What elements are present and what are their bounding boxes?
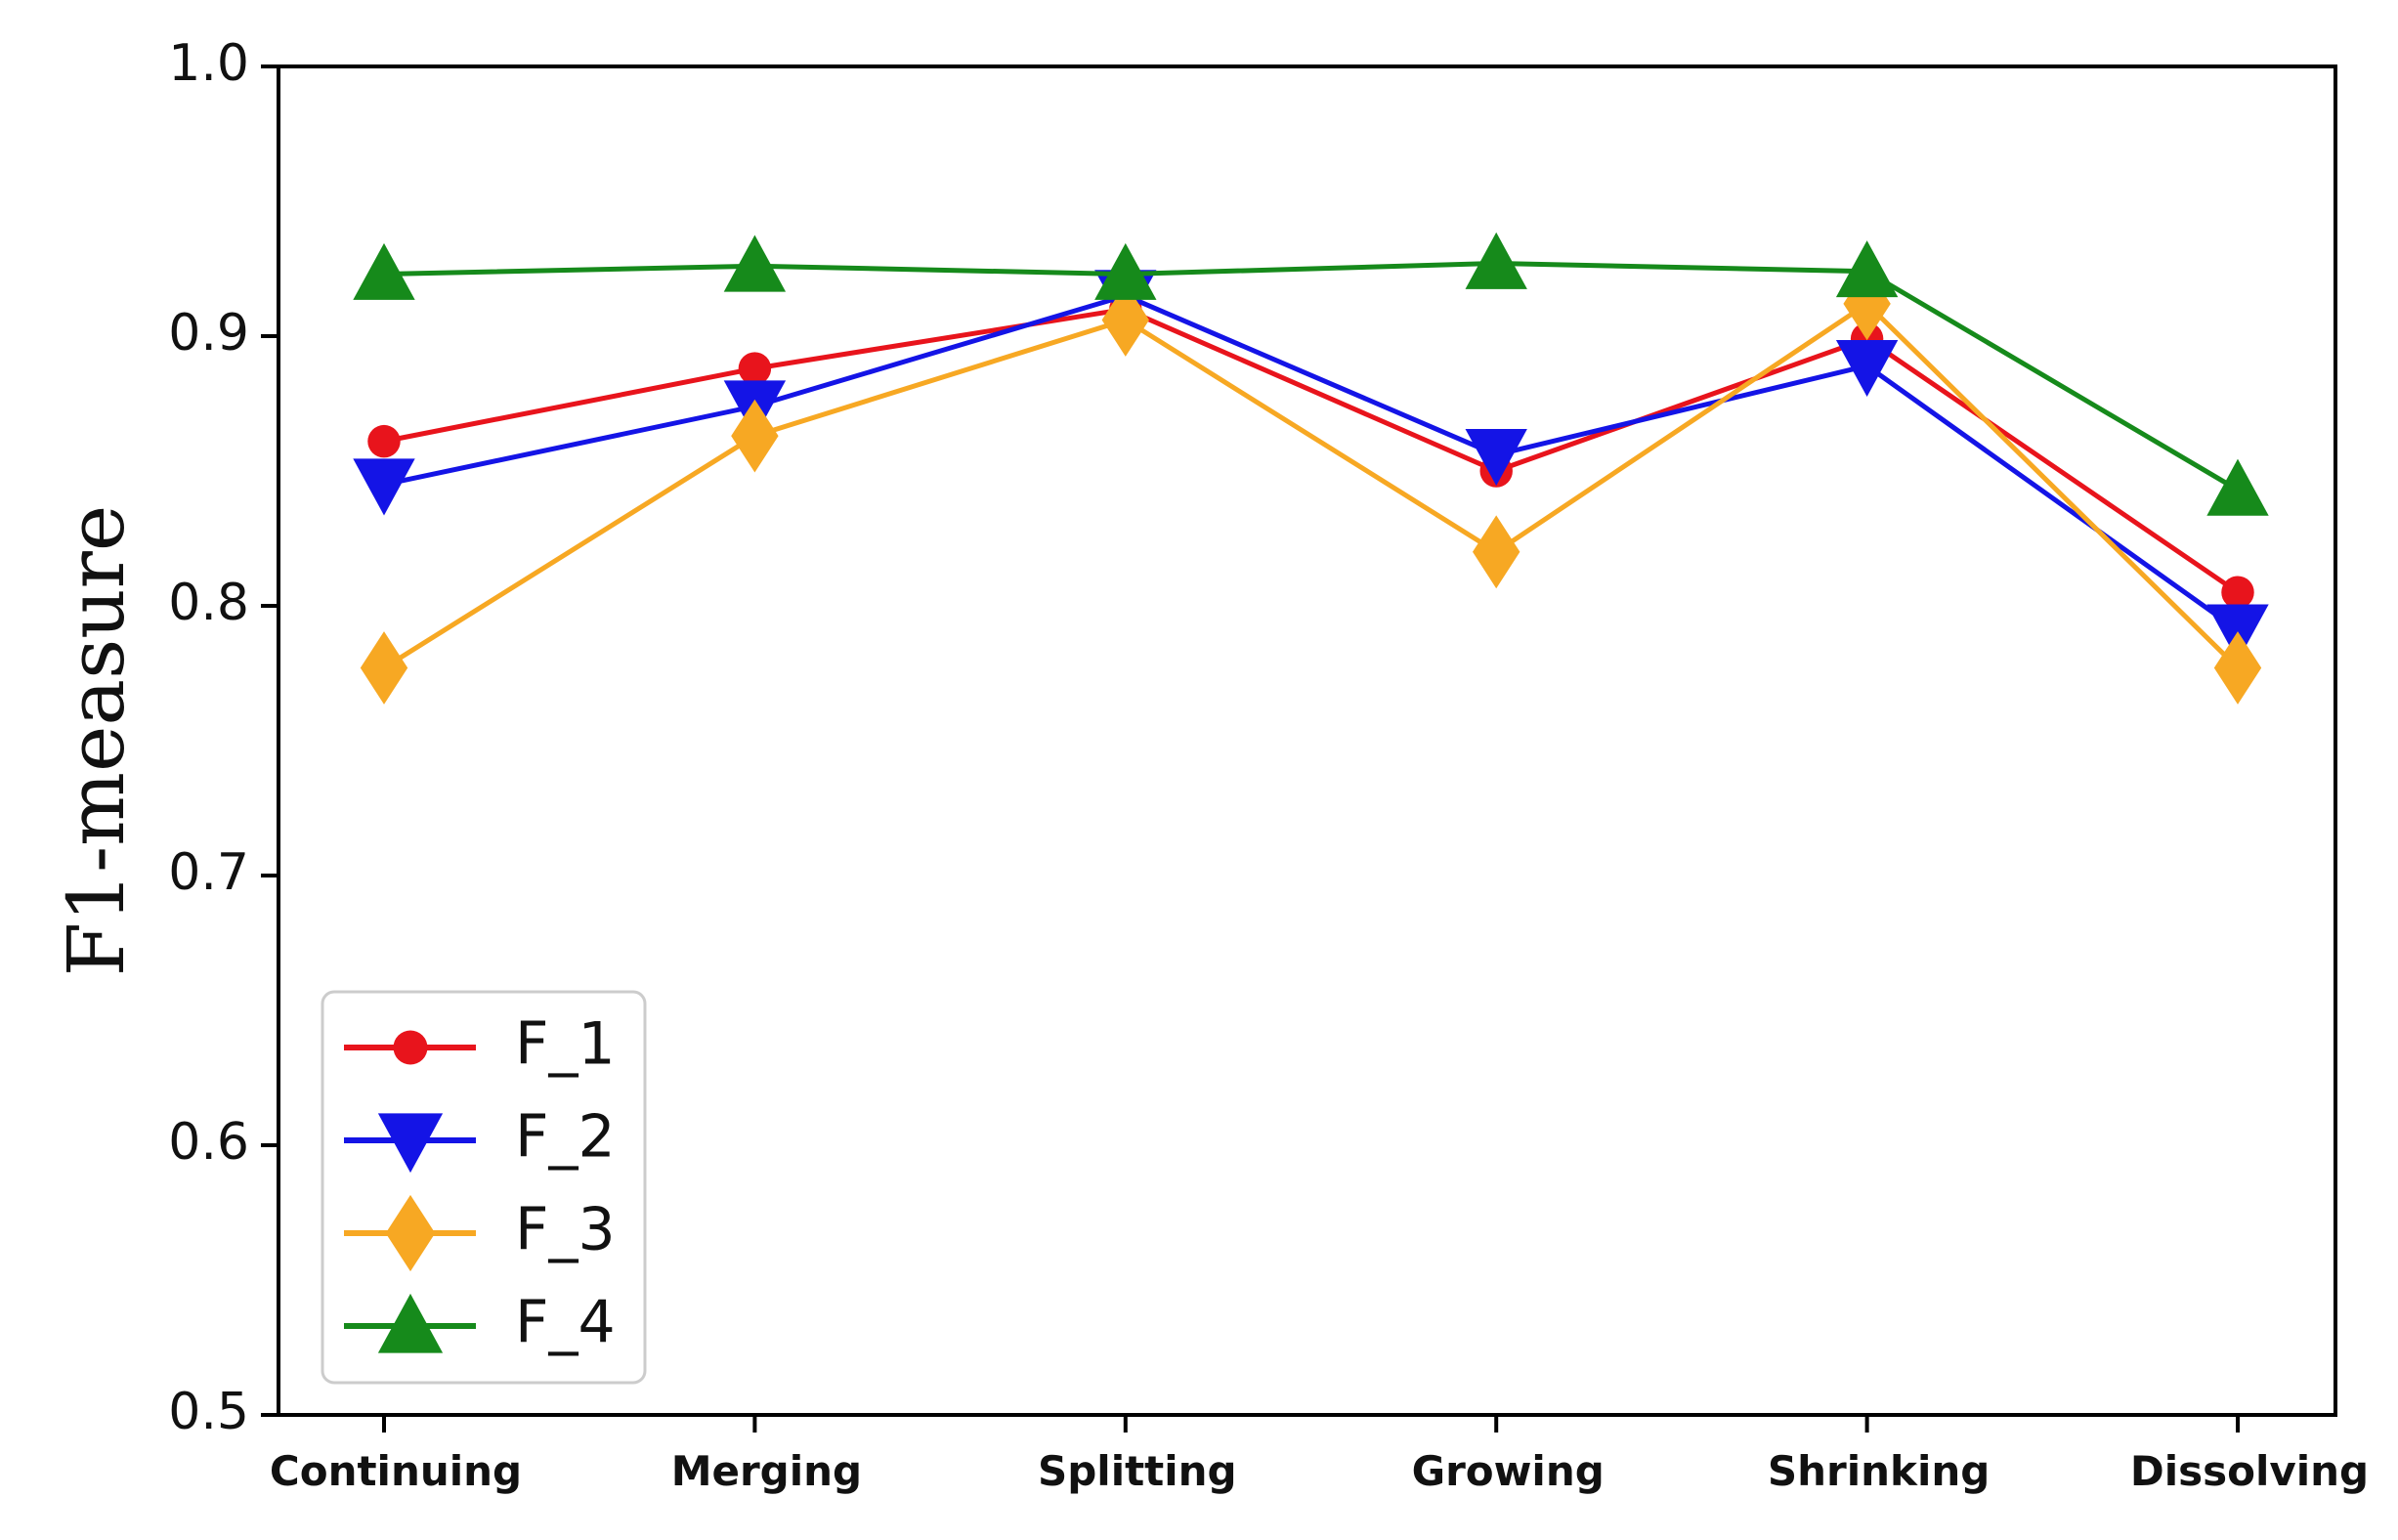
legend-label: F_3 [515,1196,616,1264]
legend-marker [377,1293,444,1353]
data-point [353,242,415,300]
data-point [1835,339,1899,398]
series-line [382,301,2240,670]
y-tick-label: 0.5 [168,1383,249,1441]
data-point [2213,631,2262,705]
y-tick-label: 1.0 [168,34,249,93]
legend-label: F_1 [515,1010,616,1079]
legend-label: F_4 [515,1289,616,1357]
data-point [1473,515,1520,589]
legend: F_1 F_2 F_3 F_4 [321,990,647,1385]
legend-item: F_4 [344,1289,616,1357]
x-tick-label: Dissolving [2130,1447,2369,1495]
x-tick-label: Continuing [270,1447,522,1495]
series-line [383,306,2240,595]
y-tick-label: 0.7 [168,843,249,902]
data-point [1465,429,1527,487]
x-tick-label: Splitting [1038,1447,1237,1495]
data-point [723,235,787,292]
y-axis-ticks: 0.5 0.6 0.7 0.8 0.9 1.0 [168,34,278,1441]
legend-item: F_3 [344,1194,616,1272]
y-tick-label: 0.6 [168,1113,249,1172]
x-tick-label: Growing [1412,1447,1605,1495]
legend-marker [393,1030,428,1065]
series-group [353,232,2269,705]
legend-marker [377,1113,444,1174]
series-line [383,293,2240,632]
y-tick-label: 0.8 [168,574,249,632]
legend-label: F_2 [515,1103,616,1172]
data-point [2221,576,2254,609]
data-point [2206,458,2269,516]
legend-item: F_2 [344,1103,616,1174]
legend-marker [385,1194,436,1272]
y-tick-label: 0.9 [168,304,249,363]
data-point [353,458,415,516]
legend-item: F_1 [344,1010,616,1079]
x-axis-ticks: Continuing Merging Splitting Growing Shrinki… [270,1415,2369,1495]
series-f-3 [360,267,2262,705]
data-point [360,631,408,705]
series-line [383,260,2240,492]
data-point [738,352,772,385]
data-point [1101,283,1149,357]
data-point [1094,242,1157,300]
data-point [731,399,779,473]
data-point [1843,267,1891,341]
legend-box [321,990,647,1385]
y-axis-label: F1-measure [51,505,142,977]
x-tick-label: Merging [671,1447,862,1495]
data-point [1835,240,1899,298]
x-tick-label: Shrinking [1768,1447,1990,1495]
series-f-4 [353,232,2269,516]
data-point [367,424,401,458]
data-point [1465,232,1527,289]
